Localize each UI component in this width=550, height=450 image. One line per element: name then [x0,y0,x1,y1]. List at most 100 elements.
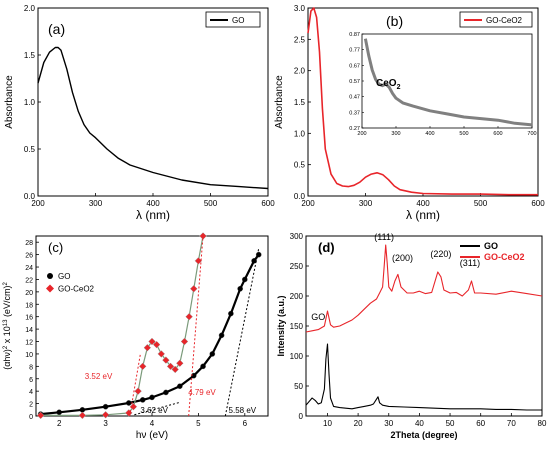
legend-box [459,11,533,28]
go-ceo2-point [180,337,189,346]
x-tick-label: 70 [507,419,516,428]
x-tick-label: 5 [196,419,201,428]
inset-label-subscript: 2 [397,84,401,91]
series-go-line [37,46,269,190]
y-tick-label: 1.0 [294,129,306,138]
panel-label: (c) [48,240,63,255]
legend-marker [46,284,54,293]
legend-label: GO [484,241,498,251]
y-axis-label-part: x 10 [2,326,12,346]
go-ceo2-point [134,387,142,395]
series-go-ceo2-line [305,244,543,333]
y-tick-label: 200 [290,292,304,301]
series-go-line [305,343,542,411]
go-ceo2-point [176,359,184,367]
inset-y-tick-label: 0.67 [349,63,360,69]
y-tick-label: 300 [290,232,304,241]
y-tick-label: 0.5 [24,145,36,154]
annotation-311: (311) [460,258,480,268]
tangent-3-52 [129,353,141,417]
x-tick-label: 40 [415,419,424,428]
annotation-3-62-ev: 3.62 eV [140,406,168,415]
x-tick-label: 600 [261,199,275,208]
inset-label: CeO2 [376,78,401,91]
x-axis-label: λ (nm) [406,208,440,222]
inset-frame [361,33,533,129]
y-tick-label: 2 [29,402,33,409]
panel-b: 200 300 400 500 600 0.0 0.5 1.0 1.5 2.0 2.5 3.0 (b) G… [274,4,545,222]
y-tick-label: 28 [25,240,33,247]
y-axis-label-part: (αhν) [2,349,12,370]
annotation-111: (111) [374,232,394,242]
y-tick-label: 1.5 [294,98,306,107]
plot-frame [37,7,269,197]
y-tick-label: 0.5 [294,161,306,170]
y-axis-label: Absorbance [274,75,285,129]
panel-label: (b) [386,13,403,29]
y-axis-label: Intensity (a.u.) [276,295,286,356]
x-tick-label: 500 [474,199,488,208]
panel-label: (a) [48,21,65,37]
inset-y-tick-label: 0.77 [349,48,360,54]
inset-y-tick-label: 0.27 [349,126,360,132]
go-ceo2-point [152,340,161,349]
inset-x-tick-label: 300 [391,131,400,137]
inset-y-tick-label: 0.87 [349,32,360,38]
y-tick-label: 100 [290,352,304,361]
x-tick-label: 80 [538,419,547,428]
legend-marker [47,273,53,279]
y-tick-label: 0.0 [294,192,306,201]
inset-x-tick-label: 700 [527,131,536,137]
series-go-line [40,253,260,416]
legend-label: GO-CeO2 [58,285,95,294]
y-axis-label: (αhν)2 x 1013 (eV/cm)2 [2,282,12,370]
y-tick-label: 0.0 [24,192,36,201]
go-ceo2-point [171,365,179,374]
inset-y-tick-label: 0.47 [349,95,360,101]
inset-x-tick-label: 200 [357,131,366,137]
go-ceo2-point [148,337,156,346]
y-tick-label: 250 [290,262,304,271]
x-tick-label: 60 [476,419,485,428]
y-tick-label: 8 [29,364,33,371]
legend-box [205,11,261,28]
x-tick-label: 50 [446,419,455,428]
plot-frame [305,235,543,417]
x-tick-label: 2 [57,419,62,428]
y-tick-label: 22 [25,277,33,284]
series-go-ceo2-line [307,7,538,196]
annotation-3-52-ev: 3.52 eV [85,372,113,381]
annotation-220: (220) [430,249,451,259]
legend-label: GO [58,272,70,281]
y-tick-label: 0 [299,412,304,421]
x-tick-label: 10 [323,419,332,428]
y-tick-label: 1.5 [24,51,36,60]
inset-y-tick-label: 0.37 [349,110,360,116]
y-tick-label: 26 [25,253,33,260]
y-tick-label: 14 [25,327,33,334]
panel-a: 200 300 400 500 600 0.0 0.5 1.0 1.5 2.0 (a) GO λ (nm… [4,4,275,222]
x-axis-label: 2Theta (degree) [390,430,457,440]
inset-x-tick-label: 400 [425,131,434,137]
x-tick-label: 300 [89,199,103,208]
y-tick-label: 50 [294,382,303,391]
go-ceo2-point [157,350,166,358]
inset-x-tick-label: 500 [459,131,468,137]
y-tick-label: 16 [25,315,33,322]
annotation-5-58-ev: 5.58 eV [229,406,257,415]
x-tick-label: 400 [416,199,430,208]
y-axis-label-part: 2 [3,282,9,286]
y-tick-label: 2.0 [24,4,36,13]
y-tick-label: 3.0 [294,4,306,13]
x-tick-label: 6 [243,419,248,428]
inset-ceo2-line [363,38,533,127]
tangent-5-58 [224,248,260,417]
inset-y-tick-label: 0.57 [349,79,360,85]
x-axis-label: hν (eV) [136,430,168,441]
go-ceo2-point [101,411,110,419]
y-tick-label: 24 [25,265,33,272]
inset-x-tick-label: 600 [493,131,502,137]
x-tick-label: 3 [103,419,108,428]
